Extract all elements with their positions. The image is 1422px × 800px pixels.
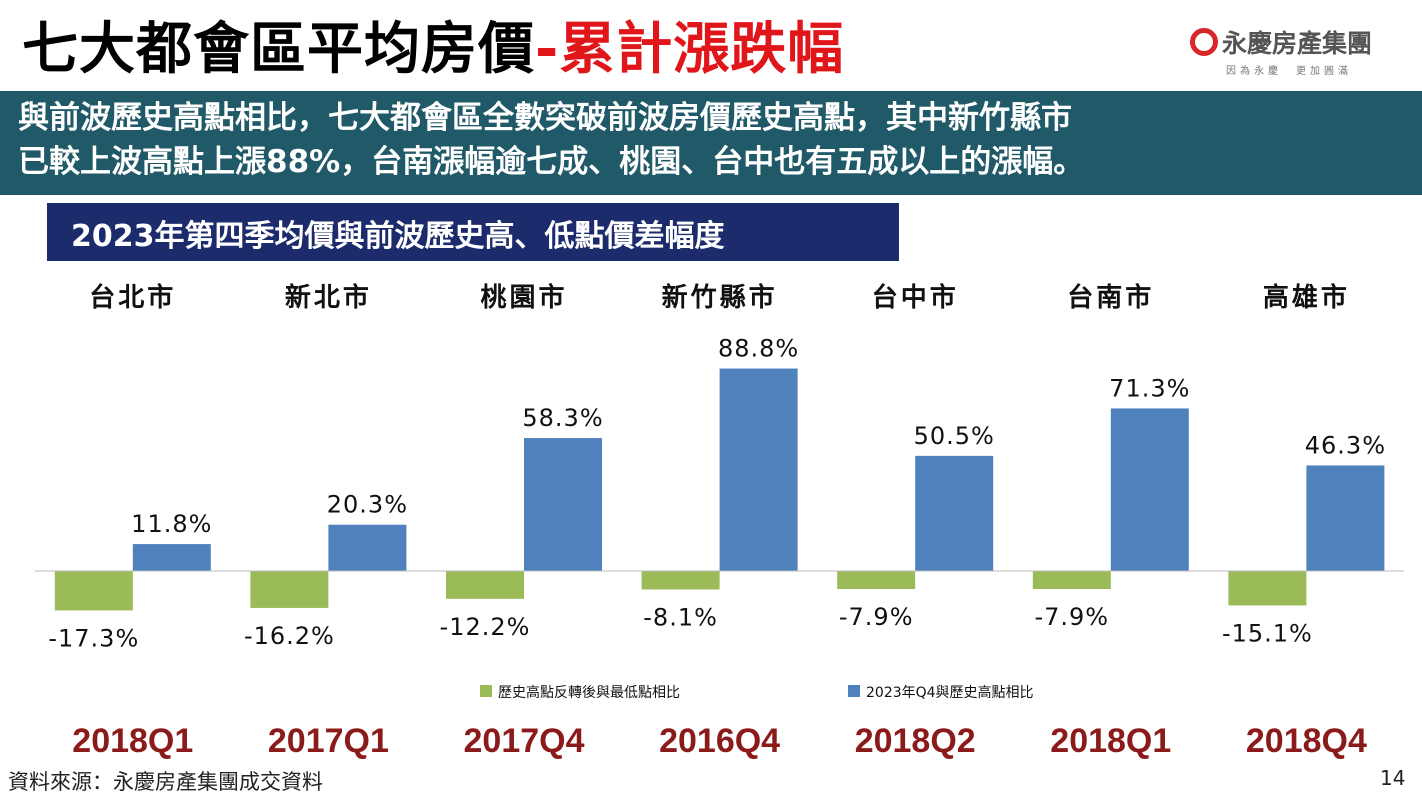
logo-name: 永慶房產集團 <box>1222 29 1373 58</box>
high-compare-bar <box>915 455 994 571</box>
category-label: 高雄市 <box>1263 282 1350 313</box>
high-compare-bar <box>1110 408 1189 571</box>
data-label: 88.8% <box>718 335 799 363</box>
legend-label: 2023年Q4與歷史高點相比 <box>866 684 1034 701</box>
data-label: 46.3% <box>1305 431 1386 459</box>
page-number: 14 <box>1380 766 1406 790</box>
data-label: -16.2% <box>244 622 335 650</box>
category-label: 新北市 <box>285 282 372 313</box>
summary-banner: 與前波歷史高點相比，七大都會區全數突破前波房價歷史高點，其中新竹縣市 已較上波高點… <box>0 91 1422 195</box>
source-note: 資料來源：永慶房產集團成交資料 <box>8 770 323 794</box>
category-label: 台中市 <box>872 282 959 313</box>
data-label: 20.3% <box>327 491 408 519</box>
title-highlight: -累計漲跌幅 <box>535 17 845 82</box>
peak-period-label: 2018Q1 <box>72 722 193 760</box>
data-label: -7.9% <box>1034 603 1109 631</box>
peak-period-label: 2018Q2 <box>855 722 976 760</box>
peak-period-label: 2016Q4 <box>659 722 780 760</box>
low-compare-bar <box>250 571 329 608</box>
low-compare-bar <box>1228 571 1307 606</box>
data-label: 71.3% <box>1109 374 1190 402</box>
high-compare-bar <box>132 544 211 571</box>
high-compare-bar <box>719 368 798 571</box>
data-label: 50.5% <box>914 422 995 450</box>
low-compare-bar <box>54 571 133 611</box>
data-label: -17.3% <box>48 624 139 652</box>
legend-swatch <box>480 685 492 697</box>
category-label: 台北市 <box>89 282 176 313</box>
data-label: -15.1% <box>1222 619 1313 647</box>
summary-line: 已較上波高點上漲88%，台南漲幅逾七成、桃園、台中也有五成以上的漲幅。 <box>18 144 1085 180</box>
peak-period-label: 2018Q4 <box>1246 722 1367 760</box>
data-label: -8.1% <box>643 603 718 631</box>
peak-period-label: 2017Q4 <box>464 722 585 760</box>
low-compare-bar <box>446 571 524 599</box>
logo-mark-icon <box>1190 28 1218 56</box>
chart-title: 2023年第四季均價與前波歷史高、低點價差幅度 <box>47 203 899 261</box>
company-logo: 永慶房產集團因為永慶 更加圓滿 <box>1190 24 1420 77</box>
high-compare-bar <box>524 438 602 571</box>
data-label: 58.3% <box>522 404 603 432</box>
category-label: 台南市 <box>1067 282 1154 313</box>
data-label: -7.9% <box>839 603 914 631</box>
title-main: 七大都會區平均房價 <box>22 17 535 82</box>
category-label: 桃園市 <box>480 282 567 313</box>
summary-line: 與前波歷史高點相比，七大都會區全數突破前波房價歷史高點，其中新竹縣市 <box>18 100 1072 136</box>
peak-period-label: 2017Q1 <box>268 722 389 760</box>
low-compare-bar <box>837 571 916 590</box>
logo-slogan: 因為永慶 更加圓滿 <box>1226 66 1352 77</box>
low-compare-bar <box>1032 571 1111 590</box>
data-label: -12.2% <box>440 613 531 641</box>
data-label: 11.8% <box>131 510 212 538</box>
high-compare-bar <box>328 524 407 571</box>
low-compare-bar <box>641 571 720 590</box>
peak-period-label: 2018Q1 <box>1050 722 1171 760</box>
category-label: 新竹縣市 <box>662 282 778 313</box>
legend-swatch <box>848 685 860 697</box>
slide-title: 七大都會區平均房價-累計漲跌幅 <box>22 4 844 85</box>
legend-label: 歷史高點反轉後與最低點相比 <box>498 684 680 701</box>
high-compare-bar <box>1306 465 1385 571</box>
